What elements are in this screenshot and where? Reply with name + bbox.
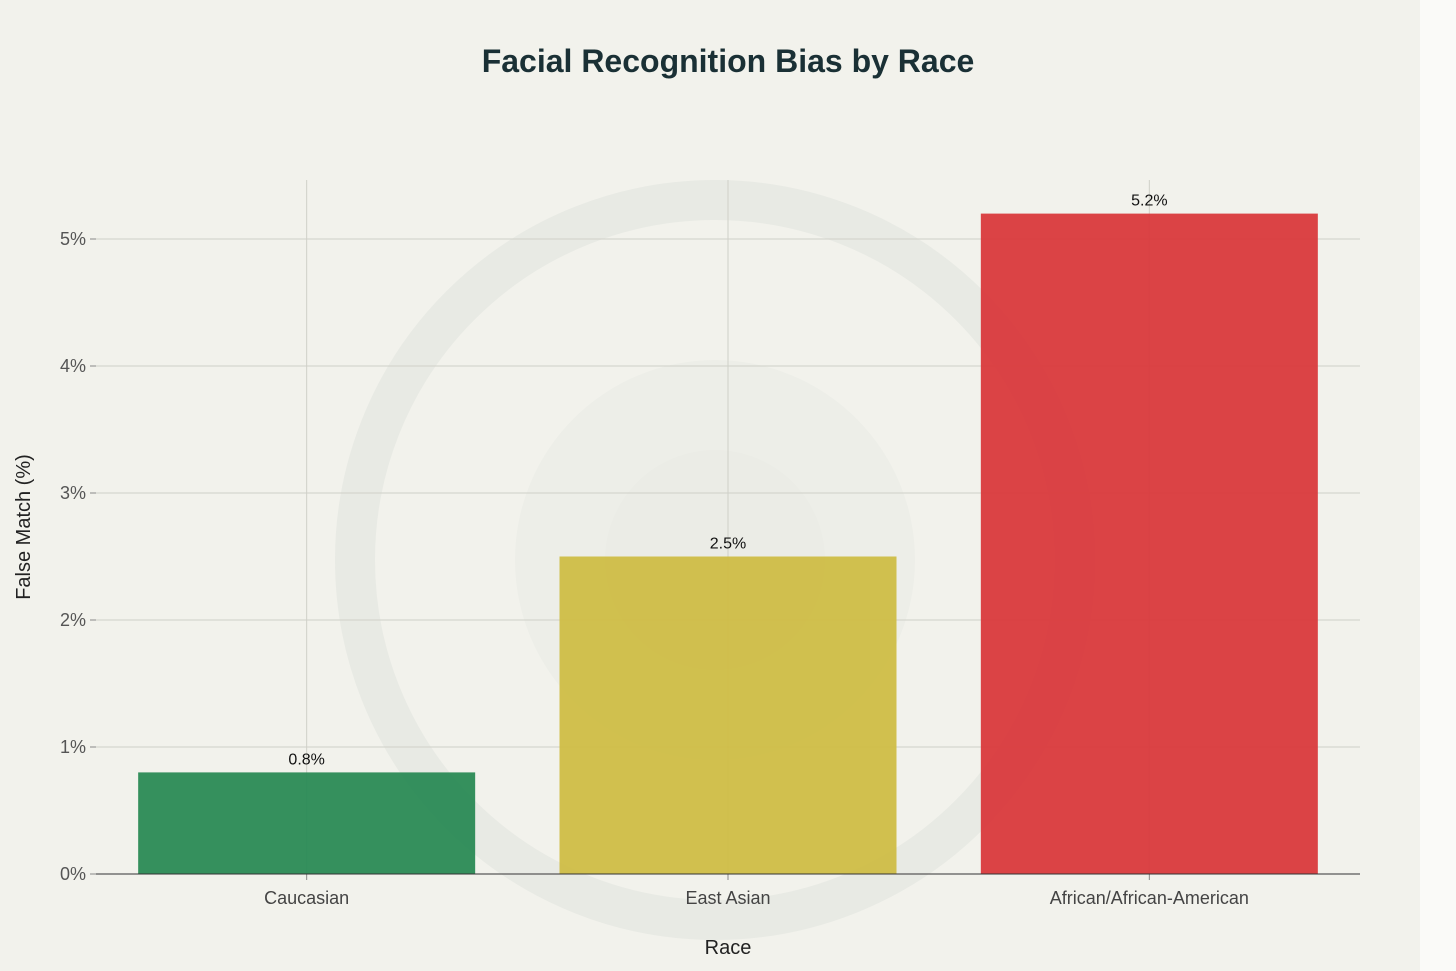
bar xyxy=(980,213,1318,875)
x-tick-label: Caucasian xyxy=(264,888,349,908)
bar-value-label: 5.2% xyxy=(1131,193,1167,210)
y-axis-label: False Match (%) xyxy=(13,454,35,600)
y-tick-label: 3% xyxy=(60,483,86,503)
x-tick-label: East Asian xyxy=(685,888,770,908)
y-tick-label: 5% xyxy=(60,229,86,249)
bar-value-label: 0.8% xyxy=(288,751,324,768)
x-axis-ticks: Caucasian East Asian African/African-Ameri… xyxy=(264,874,1249,908)
y-tick-label: 2% xyxy=(60,610,86,630)
chart-title: Facial Recognition Bias by Race xyxy=(482,43,975,79)
bar xyxy=(559,556,897,874)
y-tick-label: 4% xyxy=(60,356,86,376)
bars xyxy=(138,213,1318,875)
bar-value-label: 2.5% xyxy=(710,536,746,553)
x-axis-label: Race xyxy=(705,937,752,959)
data-labels: 0.8% 2.5% 5.2% xyxy=(288,193,1167,769)
bar xyxy=(138,772,476,874)
x-tick-label: African/African-American xyxy=(1050,888,1249,908)
y-tick-label: 0% xyxy=(60,864,86,884)
y-axis-ticks: 0% 1% 2% 3% 4% 5% xyxy=(60,229,96,884)
y-tick-label: 1% xyxy=(60,737,86,757)
background-strip xyxy=(1420,0,1456,971)
